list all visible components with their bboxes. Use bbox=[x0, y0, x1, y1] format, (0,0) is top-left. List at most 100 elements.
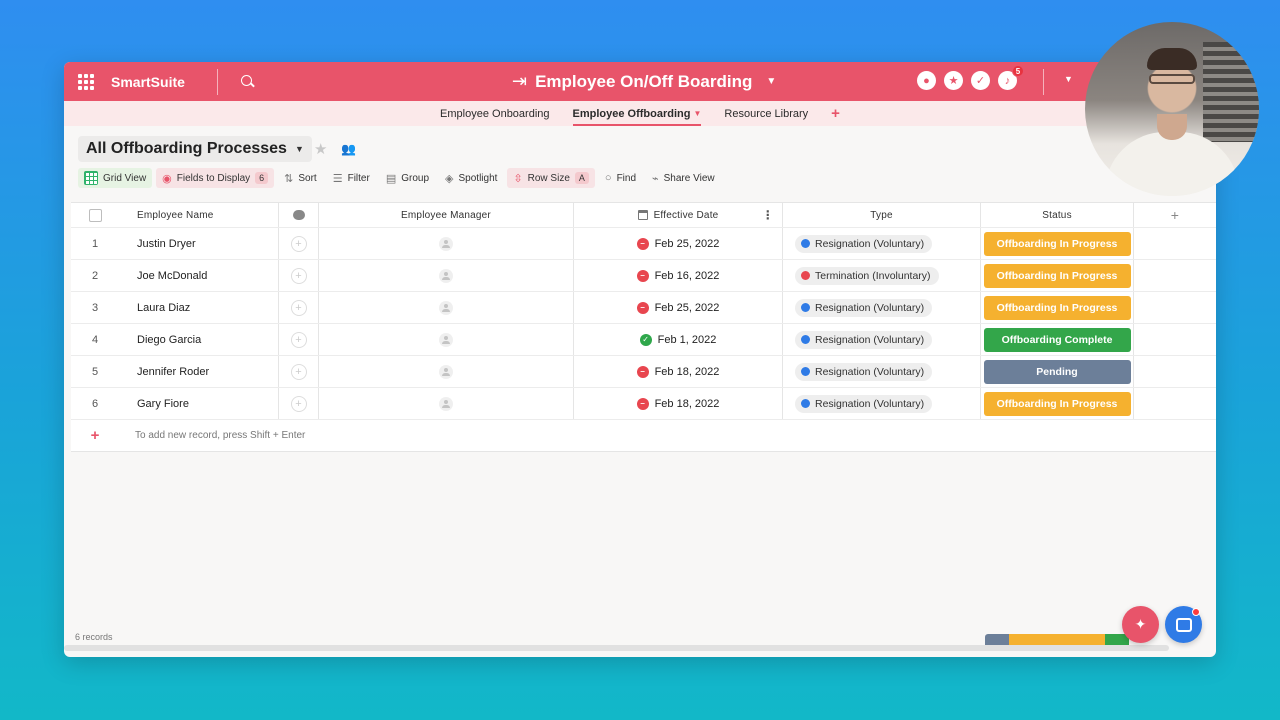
search-icon[interactable] bbox=[240, 74, 256, 90]
comment-cell[interactable]: + bbox=[279, 292, 319, 323]
row-size-button[interactable]: ⇳ Row Size A bbox=[507, 168, 595, 188]
effective-date-cell[interactable]: – Feb 18, 2022 bbox=[574, 356, 783, 387]
add-record-plus-icon[interactable]: + bbox=[90, 427, 100, 444]
star-icon[interactable]: ★ bbox=[314, 141, 328, 158]
manager-cell[interactable] bbox=[319, 356, 574, 387]
type-cell[interactable]: Resignation (Voluntary) bbox=[783, 292, 981, 323]
employee-name-cell[interactable]: Diego Garcia bbox=[119, 324, 279, 355]
add-comment-icon[interactable]: + bbox=[290, 235, 307, 252]
comment-cell[interactable]: + bbox=[279, 388, 319, 419]
members-icon[interactable]: ● bbox=[917, 71, 936, 90]
grid-view-button[interactable]: Grid View bbox=[78, 168, 153, 188]
manager-cell[interactable] bbox=[319, 292, 574, 323]
group-button[interactable]: ▤ Group bbox=[380, 168, 435, 188]
add-comment-icon[interactable]: + bbox=[290, 363, 307, 380]
column-header-status[interactable]: Status bbox=[981, 203, 1134, 227]
manager-cell[interactable] bbox=[319, 324, 574, 355]
sort-button[interactable]: ⇅ Sort bbox=[278, 168, 323, 188]
add-comment-icon[interactable]: + bbox=[290, 299, 307, 316]
type-color-dot bbox=[801, 271, 810, 280]
tab-resource-library[interactable]: Resource Library bbox=[724, 101, 808, 126]
table-row[interactable]: 2 Joe McDonald + – Feb 16, 2022 Terminat… bbox=[71, 260, 1216, 292]
horizontal-scrollbar[interactable] bbox=[64, 645, 1169, 651]
manager-cell[interactable] bbox=[319, 228, 574, 259]
add-field-button[interactable]: + bbox=[1170, 207, 1180, 223]
effective-date-cell[interactable]: – Feb 25, 2022 bbox=[574, 292, 783, 323]
status-cell[interactable]: Offboarding Complete bbox=[981, 324, 1134, 355]
fields-to-display-button[interactable]: ◉ Fields to Display 6 bbox=[156, 168, 275, 188]
effective-date-cell[interactable]: ✓ Feb 1, 2022 bbox=[574, 324, 783, 355]
table-row[interactable]: 3 Laura Diaz + – Feb 25, 2022 Resignatio… bbox=[71, 292, 1216, 324]
type-tag: Resignation (Voluntary) bbox=[795, 394, 933, 413]
employee-name-cell[interactable]: Joe McDonald bbox=[119, 260, 279, 291]
spotlight-button[interactable]: ◈ Spotlight bbox=[439, 168, 503, 188]
column-header-type[interactable]: Type bbox=[783, 203, 981, 227]
employee-name-cell[interactable]: Justin Dryer bbox=[119, 228, 279, 259]
share-people-icon[interactable]: 👥 bbox=[341, 142, 356, 156]
add-comment-icon[interactable]: + bbox=[290, 331, 307, 348]
type-cell[interactable]: Resignation (Voluntary) bbox=[783, 324, 981, 355]
comment-cell[interactable]: + bbox=[279, 228, 319, 259]
status-badge: Pending bbox=[983, 359, 1131, 384]
view-selector[interactable]: All Offboarding Processes ▼ bbox=[78, 136, 312, 162]
row-size-value: A bbox=[574, 172, 589, 184]
notifications-bell-icon[interactable]: ♪ 5 bbox=[998, 65, 1024, 90]
type-cell[interactable]: Termination (Involuntary) bbox=[783, 260, 981, 291]
fields-count-badge: 6 bbox=[255, 172, 269, 184]
effective-date-value: Feb 1, 2022 bbox=[657, 333, 717, 346]
tab-employee-offboarding[interactable]: Employee Offboarding ▼ bbox=[572, 101, 702, 126]
apps-grid-icon[interactable] bbox=[66, 62, 106, 101]
status-cell[interactable]: Offboarding In Progress bbox=[981, 388, 1134, 419]
account-chevron-icon[interactable]: ▼ bbox=[1064, 74, 1073, 84]
select-all-checkbox[interactable] bbox=[88, 208, 102, 222]
tasks-check-icon[interactable]: ✓ bbox=[971, 71, 990, 90]
table-row[interactable]: 5 Jennifer Roder + – Feb 18, 2022 Resign… bbox=[71, 356, 1216, 388]
manager-cell[interactable] bbox=[319, 388, 574, 419]
row-number: 5 bbox=[91, 365, 99, 378]
filter-button[interactable]: ☰ Filter bbox=[327, 168, 376, 188]
type-cell[interactable]: Resignation (Voluntary) bbox=[783, 356, 981, 387]
column-header-comments[interactable] bbox=[279, 203, 319, 227]
favorites-star-icon[interactable]: ★ bbox=[944, 71, 963, 90]
overdue-face-icon: – bbox=[636, 301, 649, 314]
employee-name-cell[interactable]: Jennifer Roder bbox=[119, 356, 279, 387]
employee-name-cell[interactable]: Laura Diaz bbox=[119, 292, 279, 323]
status-cell[interactable]: Pending bbox=[981, 356, 1134, 387]
status-cell[interactable]: Offboarding In Progress bbox=[981, 260, 1134, 291]
table-row[interactable]: 4 Diego Garcia + ✓ Feb 1, 2022 Resignati… bbox=[71, 324, 1216, 356]
table-row[interactable]: 1 Justin Dryer + – Feb 25, 2022 Resignat… bbox=[71, 228, 1216, 260]
empty-cell bbox=[1134, 292, 1216, 323]
chat-button[interactable] bbox=[1165, 606, 1202, 643]
brand-name[interactable]: SmartSuite bbox=[111, 73, 185, 90]
type-cell[interactable]: Resignation (Voluntary) bbox=[783, 228, 981, 259]
row-size-icon: ⇳ bbox=[513, 172, 523, 185]
effective-date-cell[interactable]: – Feb 25, 2022 bbox=[574, 228, 783, 259]
chevron-down-icon[interactable]: ▼ bbox=[693, 109, 702, 118]
solution-title[interactable]: ⇥ Employee On/Off Boarding ▼ bbox=[512, 62, 776, 101]
effective-date-cell[interactable]: – Feb 18, 2022 bbox=[574, 388, 783, 419]
tab-employee-onboarding[interactable]: Employee Onboarding bbox=[440, 101, 549, 126]
comment-cell[interactable]: + bbox=[279, 324, 319, 355]
status-cell[interactable]: Offboarding In Progress bbox=[981, 292, 1134, 323]
effective-date-cell[interactable]: – Feb 16, 2022 bbox=[574, 260, 783, 291]
add-comment-icon[interactable]: + bbox=[290, 267, 307, 284]
table-row[interactable]: 6 Gary Fiore + – Feb 18, 2022 Resignatio… bbox=[71, 388, 1216, 420]
kebab-menu-icon[interactable]: ⋮ bbox=[761, 208, 774, 222]
add-record-row[interactable]: + To add new record, press Shift + Enter bbox=[71, 420, 1216, 452]
add-comment-icon[interactable]: + bbox=[290, 395, 307, 412]
column-header-manager[interactable]: Employee Manager bbox=[319, 203, 574, 227]
sparkle-add-button[interactable]: ✦ bbox=[1122, 606, 1159, 643]
type-cell[interactable]: Resignation (Voluntary) bbox=[783, 388, 981, 419]
comment-cell[interactable]: + bbox=[279, 260, 319, 291]
effective-date-value: Feb 25, 2022 bbox=[654, 237, 720, 250]
manager-cell[interactable] bbox=[319, 260, 574, 291]
overdue-face-icon: – bbox=[636, 269, 649, 282]
column-header-name[interactable]: Employee Name bbox=[119, 203, 279, 227]
employee-name-cell[interactable]: Gary Fiore bbox=[119, 388, 279, 419]
comment-cell[interactable]: + bbox=[279, 356, 319, 387]
column-header-date[interactable]: Effective Date ⋮ bbox=[574, 203, 783, 227]
status-cell[interactable]: Offboarding In Progress bbox=[981, 228, 1134, 259]
find-button[interactable]: ○ Find bbox=[599, 168, 642, 188]
add-table-button[interactable]: + bbox=[831, 105, 840, 122]
share-view-button[interactable]: ⌁ Share View bbox=[646, 168, 721, 188]
